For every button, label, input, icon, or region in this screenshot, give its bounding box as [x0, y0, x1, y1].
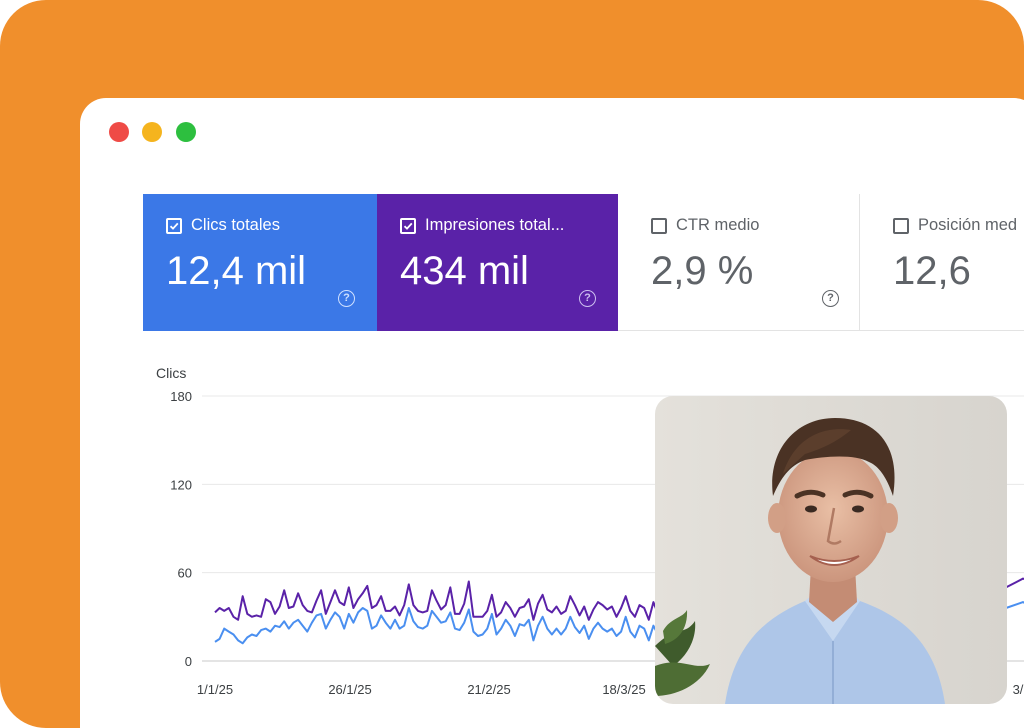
clicks-series-line-edge — [1005, 601, 1024, 609]
metric-value: 12,6 — [893, 249, 971, 293]
y-tick-label: 0 — [185, 654, 192, 669]
x-tick-label: 21/2/25 — [467, 682, 510, 697]
help-icon[interactable]: ? — [338, 290, 355, 307]
window-close-button[interactable] — [109, 122, 129, 142]
metric-card-position[interactable]: Posición med 12,6 — [860, 194, 1024, 331]
x-tick-label: 3/ — [1013, 682, 1024, 697]
clicks-chart: Clics 180 120 60 0 1/1/25 26/1/25 21/2/25 18/3… — [156, 365, 1024, 697]
metric-label: Clics totales — [191, 216, 280, 234]
metric-card-clicks[interactable]: Clics totales 12,4 mil ? — [143, 194, 377, 331]
window-minimize-button[interactable] — [142, 122, 162, 142]
metric-label: Posición med — [918, 216, 1018, 234]
help-icon[interactable]: ? — [579, 290, 596, 307]
impressions-series-line-edge — [1005, 577, 1024, 589]
impressions-series-line — [214, 580, 659, 621]
metric-value: 12,4 mil — [166, 249, 307, 293]
x-tick-label: 1/1/25 — [197, 682, 233, 697]
checkbox-icon[interactable] — [166, 218, 182, 234]
metric-label: CTR medio — [676, 216, 760, 234]
x-tick-label: 26/1/25 — [328, 682, 371, 697]
metric-card-impressions[interactable]: Impresiones total... 434 mil ? — [377, 194, 618, 331]
x-tick-label: 18/3/25 — [602, 682, 645, 697]
browser-window: Clics totales 12,4 mil ? Impresiones tot… — [80, 98, 1024, 728]
y-tick-label: 180 — [170, 389, 192, 404]
clicks-series-line — [214, 607, 659, 645]
y-tick-label: 120 — [170, 477, 192, 492]
y-tick-label: 60 — [178, 566, 192, 581]
checkbox-icon[interactable] — [651, 218, 667, 234]
checkbox-icon[interactable] — [893, 218, 909, 234]
y-axis-label: Clics — [156, 365, 186, 381]
metric-value: 434 mil — [400, 249, 529, 293]
help-icon[interactable]: ? — [822, 290, 839, 307]
metric-card-ctr[interactable]: CTR medio 2,9 % ? — [618, 194, 860, 331]
metric-label: Impresiones total... — [425, 216, 565, 234]
person-photo — [655, 396, 1007, 704]
checkbox-icon[interactable] — [400, 218, 416, 234]
metric-value: 2,9 % — [651, 249, 754, 293]
window-maximize-button[interactable] — [176, 122, 196, 142]
